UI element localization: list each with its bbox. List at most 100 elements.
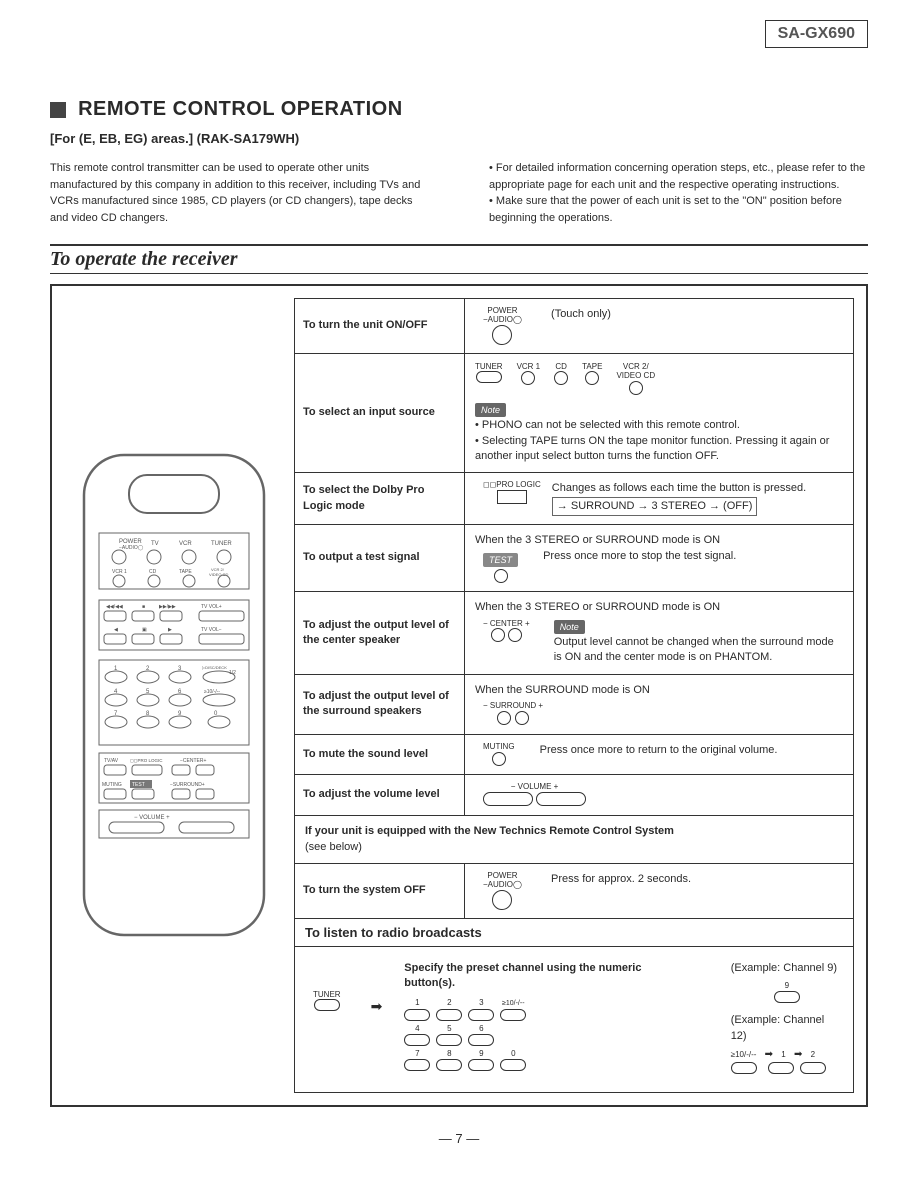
svg-text:MUTING: MUTING [102, 782, 122, 788]
row-surround-label: To adjust the output level of the surrou… [295, 675, 465, 735]
row-mute: To mute the sound level MUTING Press onc… [295, 735, 853, 775]
ex1-9-icon [774, 991, 800, 1003]
surround-minus-icon [497, 711, 511, 725]
intro-right-1: For detailed information concerning oper… [489, 160, 868, 193]
remote-svg: POWER −AUDIO◯ TV VCR TUNER VCR 1 CD TAPE… [74, 445, 274, 945]
radio-tuner-icon [314, 999, 340, 1011]
num-2-icon [436, 1009, 462, 1021]
svg-text:◀◀/◀◀: ◀◀/◀◀ [106, 604, 123, 610]
row-power: To turn the unit ON/OFF POWER−AUDIO◯ (To… [295, 299, 853, 354]
cd-btn-icon [554, 371, 568, 385]
row-input-label: To select an input source [295, 354, 465, 473]
arrow-icon: ➡ [371, 997, 383, 1017]
svg-text:−AUDIO◯: −AUDIO◯ [119, 545, 144, 551]
num-0-icon [500, 1059, 526, 1071]
volume-btn-label: − VOLUME + [511, 783, 559, 792]
row-center: To adjust the output level of the center… [295, 592, 853, 675]
row-power-label: To turn the unit ON/OFF [295, 299, 465, 353]
svg-text:▶: ▶ [168, 627, 172, 633]
test-btn-label: TEST [483, 553, 518, 568]
dolby-text: Changes as follows each time the button … [552, 482, 806, 494]
mute-btn-label: MUTING [483, 743, 515, 752]
row-volume: To adjust the volume level − VOLUME + [295, 775, 853, 816]
svg-text:TAPE: TAPE [179, 569, 192, 575]
source-buttons: TUNER VCR 1 CD TAPE VCR 2/VIDEO CD [475, 362, 843, 395]
center-note-tag: Note [554, 620, 585, 635]
num-8-icon [436, 1059, 462, 1071]
radio-ex2: (Example: Channel 12) [731, 1013, 843, 1044]
num-3-icon [468, 1009, 494, 1021]
row-test-label: To output a test signal [295, 525, 465, 591]
sysoff-btn-icon [492, 890, 512, 910]
tape-btn-icon [585, 371, 599, 385]
tuner-btn-icon [476, 371, 502, 383]
intro-columns: This remote control transmitter can be u… [50, 160, 868, 226]
src-vcr1: VCR 1 [517, 362, 541, 371]
row-dolby: To select the Dolby Pro Logic mode ◻◻PRO… [295, 473, 853, 525]
src-vcr2: VCR 2/VIDEO CD [616, 362, 655, 381]
mute-text: Press once more to return to the origina… [540, 743, 778, 758]
svg-text:■: ■ [142, 604, 145, 610]
surround-plus-icon [515, 711, 529, 725]
row-sysoff: To turn the system OFF POWER−AUDIO◯ Pres… [295, 864, 853, 919]
radio-tuner-label: TUNER [313, 991, 341, 1000]
svg-text:▷DISC/DECK: ▷DISC/DECK [202, 665, 227, 670]
dolby-sequence: → SURROUND → 3 STEREO → (OFF) [552, 497, 758, 516]
title-text: REMOTE CONTROL OPERATION [78, 98, 403, 120]
svg-text:▣: ▣ [142, 627, 147, 633]
dolby-btn-icon [497, 490, 527, 504]
surround-cond: When the SURROUND mode is ON [475, 683, 843, 698]
src-cd: CD [555, 362, 567, 371]
vcr2-btn-icon [629, 381, 643, 395]
volume-minus-icon [483, 792, 533, 806]
operation-table: To turn the unit ON/OFF POWER−AUDIO◯ (To… [294, 298, 854, 1093]
input-note1: PHONO can not be selected with this remo… [482, 419, 740, 431]
section-title: To operate the receiver [50, 244, 868, 274]
num-9-icon [468, 1059, 494, 1071]
page-title: REMOTE CONTROL OPERATION [50, 98, 868, 121]
remote-illustration: POWER −AUDIO◯ TV VCR TUNER VCR 1 CD TAPE… [64, 298, 284, 1093]
sysoff-text: Press for approx. 2 seconds. [551, 873, 691, 885]
radio-header: To listen to radio broadcasts [295, 919, 853, 947]
power-button-icon [492, 325, 512, 345]
svg-text:TV/AV: TV/AV [104, 758, 119, 764]
main-box: POWER −AUDIO◯ TV VCR TUNER VCR 1 CD TAPE… [50, 284, 868, 1107]
center-text: Output level cannot be changed when the … [554, 636, 834, 663]
row-test: To output a test signal When the 3 STERE… [295, 525, 853, 592]
center-btn-label: − CENTER + [483, 620, 530, 629]
svg-text:− VOLUME +: − VOLUME + [134, 815, 170, 821]
row-mute-label: To mute the sound level [295, 735, 465, 774]
test-cond: When the 3 STEREO or SURROUND mode is ON [475, 533, 843, 548]
vcr1-btn-icon [521, 371, 535, 385]
page-number: — 7 — [50, 1131, 868, 1146]
src-tuner: TUNER [475, 362, 503, 371]
ten-btn-icon [500, 1009, 526, 1021]
num-5-icon [436, 1034, 462, 1046]
num-7-icon [404, 1059, 430, 1071]
ex2-2-icon [800, 1062, 826, 1074]
surround-btn-label: − SURROUND + [483, 702, 543, 711]
svg-text:VIDEO CD: VIDEO CD [209, 572, 228, 577]
volume-plus-icon [536, 792, 586, 806]
ten-label: ≥10/-/-- [502, 1000, 525, 1007]
title-bullet [50, 102, 66, 118]
center-cond: When the 3 STEREO or SURROUND mode is ON [475, 600, 843, 615]
row-center-label: To adjust the output level of the center… [295, 592, 465, 674]
row-dolby-label: To select the Dolby Pro Logic mode [295, 473, 465, 524]
svg-text:◻◻PRO LOGIC: ◻◻PRO LOGIC [130, 758, 163, 763]
src-tape: TAPE [582, 362, 602, 371]
input-note-tag: Note [475, 403, 506, 418]
row-ntrs: If your unit is equipped with the New Te… [295, 816, 853, 864]
power-text: (Touch only) [551, 308, 611, 320]
svg-text:TV: TV [151, 541, 159, 547]
sysoff-btn-label: POWER−AUDIO◯ [483, 872, 522, 890]
row-sysoff-label: To turn the system OFF [295, 864, 465, 918]
intro-right-2: Make sure that the power of each unit is… [489, 193, 868, 226]
svg-text:TEST: TEST [132, 782, 145, 788]
subhead: [For (E, EB, EG) areas.] (RAK-SA179WH) [50, 131, 868, 146]
svg-text:TV VOL+: TV VOL+ [201, 604, 222, 610]
input-note2: Selecting TAPE turns ON the tape monitor… [475, 435, 829, 462]
center-plus-icon [508, 628, 522, 642]
row-surround: To adjust the output level of the surrou… [295, 675, 853, 736]
svg-text:◀: ◀ [114, 627, 118, 633]
